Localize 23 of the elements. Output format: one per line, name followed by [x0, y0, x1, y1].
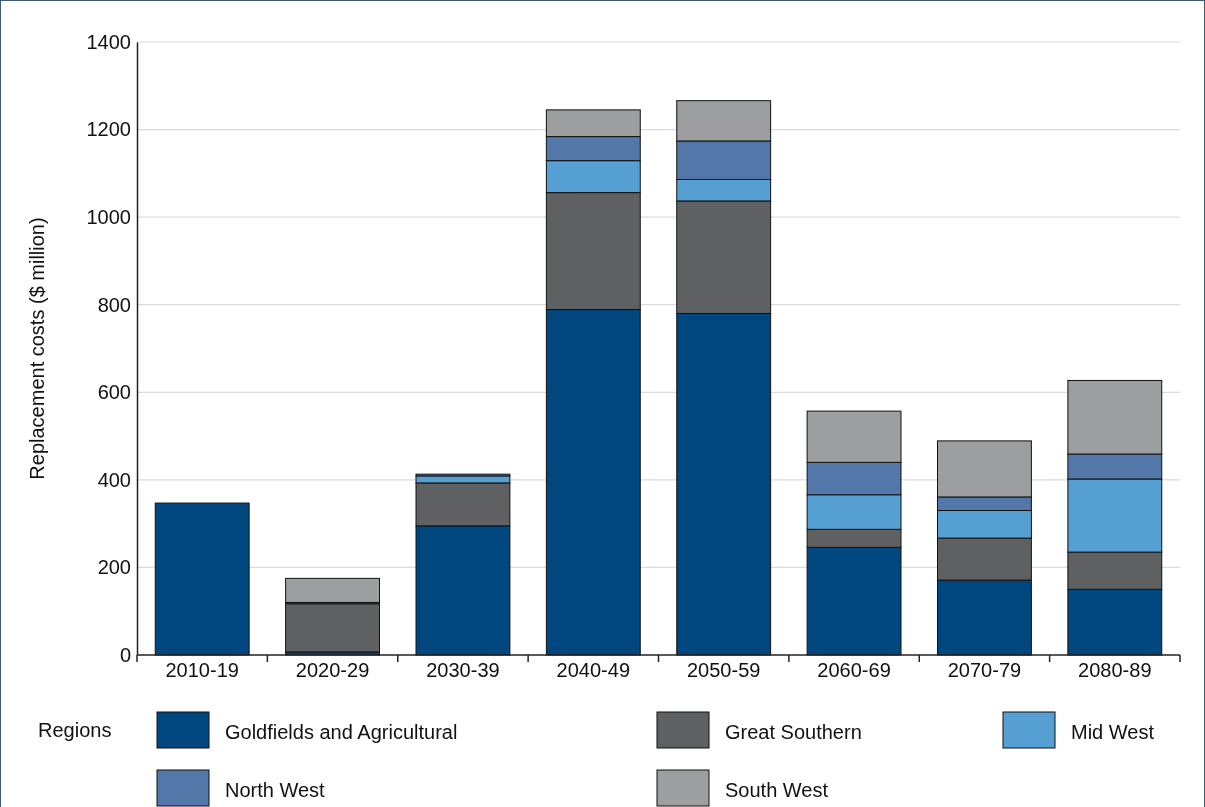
- x-tick-label: 2010-19: [165, 659, 239, 682]
- y-tick-label: 600: [97, 381, 131, 404]
- y-tick-label: 1200: [86, 118, 131, 141]
- x-tick-label: 2070-79: [947, 659, 1022, 682]
- legend-label: North West: [225, 779, 326, 801]
- legend-label: Goldfields and Agricultural: [225, 721, 458, 743]
- y-tick-label: 800: [97, 293, 131, 316]
- x-tick-label: 2080-89: [1078, 659, 1152, 682]
- legend-label: Mid West: [1071, 721, 1155, 743]
- y-tick-label: 200: [97, 556, 131, 579]
- legend-label: Great Southern: [725, 721, 862, 743]
- x-tick-label: 2030-39: [426, 659, 500, 682]
- x-tick-label: 2060-69: [817, 659, 891, 682]
- y-tick-label: 1400: [86, 30, 131, 53]
- x-tick-label: 2020-29: [295, 659, 370, 682]
- y-tick-label: 1000: [86, 206, 131, 229]
- y-axis-title: Replacement costs ($ million): [26, 217, 48, 480]
- y-tick-label: 0: [119, 643, 131, 666]
- legend-label: South West: [725, 779, 829, 801]
- legend-title: Regions: [38, 719, 112, 741]
- y-tick-label: 400: [97, 468, 131, 491]
- x-tick-label: 2040-49: [556, 659, 631, 682]
- x-tick-label: 2050-59: [686, 659, 761, 682]
